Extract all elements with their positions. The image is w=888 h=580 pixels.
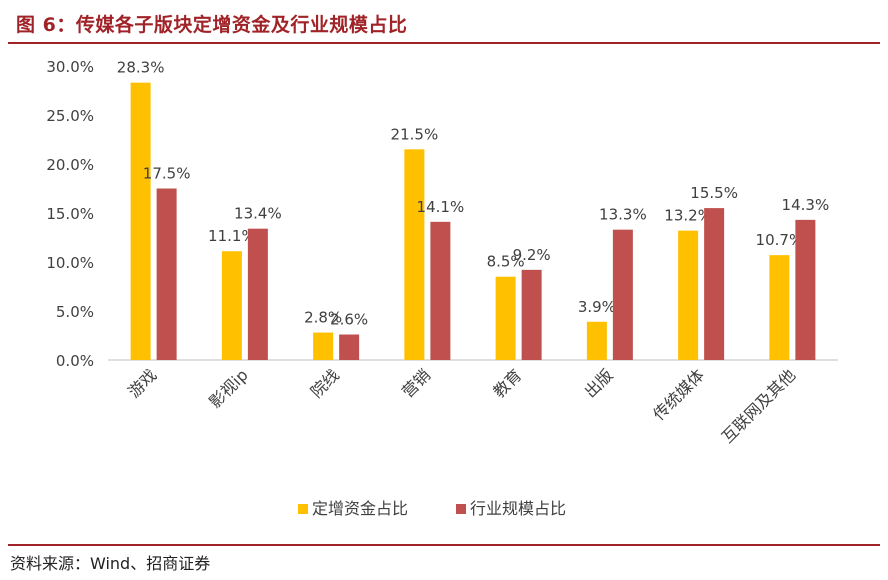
x-tick-label: 互联网及其他: [718, 365, 799, 446]
bar-series2: [247, 228, 268, 360]
data-label-series2: 13.4%: [234, 205, 282, 223]
bar-series1: [495, 276, 516, 360]
source-note: 资料来源：Wind、招商证券: [10, 554, 211, 573]
bar-series2: [612, 229, 633, 360]
chart-area: 0.0% 5.0% 10.0% 15.0% 20.0% 25.0% 30.0% 28.3% 17…: [0, 40, 888, 540]
y-tick-label: 5.0%: [56, 303, 94, 321]
bar-series2: [156, 188, 177, 360]
footer-divider: [8, 544, 880, 546]
data-label-series1: 21.5%: [391, 125, 439, 143]
x-tick-label: 院线: [307, 365, 343, 401]
bar-series1: [221, 251, 242, 360]
data-label-series1: 13.2%: [664, 207, 712, 225]
legend-label-series2: 行业规模占比: [470, 499, 566, 518]
y-tick-label: 10.0%: [46, 254, 94, 272]
data-label-series2: 17.5%: [143, 165, 191, 183]
data-label-series2: 14.3%: [782, 196, 830, 214]
data-label-series2: 2.6%: [330, 311, 368, 329]
legend-swatch-series2: [456, 504, 466, 514]
x-tick-label: 营销: [398, 365, 434, 401]
data-label-series2: 9.2%: [513, 246, 551, 264]
bar-series1: [769, 255, 790, 360]
figure-title: 图 6：传媒各子版块定增资金及行业规模占比: [16, 14, 408, 36]
x-tick-label: 出版: [581, 365, 617, 401]
y-tick-label: 20.0%: [46, 156, 94, 174]
bar-series1: [586, 321, 607, 360]
x-tick-label: 影视ip: [205, 365, 251, 411]
data-label-series1: 3.9%: [578, 298, 616, 316]
bar-series2: [521, 269, 542, 360]
x-tick-label: 游戏: [124, 365, 160, 401]
data-label-series2: 14.1%: [417, 198, 465, 216]
data-label-series1: 11.1%: [208, 227, 256, 245]
bar-series1: [404, 149, 425, 360]
y-tick-label: 25.0%: [46, 107, 94, 125]
data-label-series1: 2.8%: [304, 309, 342, 327]
y-tick-label: 0.0%: [56, 352, 94, 370]
legend-swatch-series1: [298, 504, 308, 514]
data-label-series1: 10.7%: [756, 231, 804, 249]
bar-series1: [313, 332, 334, 360]
bar-series2: [430, 221, 451, 360]
data-label-series2: 13.3%: [599, 206, 647, 224]
x-tick-label: 传统媒体: [649, 365, 708, 424]
legend-label-series1: 定增资金占比: [312, 499, 408, 518]
bar-series2: [795, 219, 816, 360]
bar-series1: [130, 82, 151, 360]
bar-series2: [704, 208, 725, 360]
data-label-series1: 8.5%: [487, 253, 525, 271]
title-divider: [8, 42, 880, 44]
bar-series2: [339, 334, 360, 360]
bar-chart: 0.0% 5.0% 10.0% 15.0% 20.0% 25.0% 30.0% 28.3% 17…: [46, 58, 838, 518]
figure-header: 图 6：传媒各子版块定增资金及行业规模占比: [8, 6, 880, 44]
y-tick-label: 30.0%: [46, 58, 94, 76]
x-tick-label: 教育: [489, 365, 525, 401]
data-label-series2: 15.5%: [690, 184, 738, 202]
bar-series1: [678, 230, 699, 360]
y-tick-label: 15.0%: [46, 205, 94, 223]
data-label-series1: 28.3%: [117, 59, 165, 77]
